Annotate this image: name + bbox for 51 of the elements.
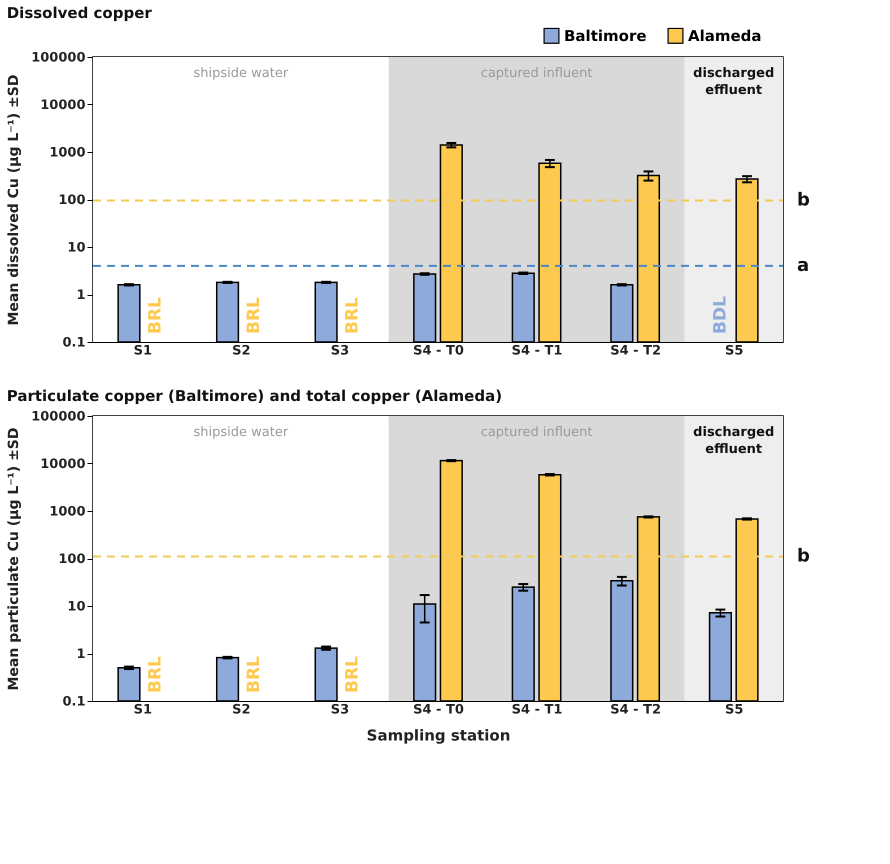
band-label: captured influent [480, 66, 592, 81]
annotation: BRL [146, 296, 166, 334]
y-tick-label: 1 [76, 288, 86, 303]
x-tick-label: S4 - T2 [610, 702, 662, 718]
y-axis-title: Mean dissolved Cu (µg L⁻¹) ±SD [6, 74, 22, 326]
y-tick-label: 100000 [31, 410, 86, 424]
x-tick-label: S5 [725, 344, 744, 358]
annotation: BRL [244, 296, 264, 334]
x-tick-label: S2 [232, 344, 251, 358]
band-label: captured influent [480, 425, 592, 440]
band-label: shipside water [194, 66, 289, 81]
chart-title: Particulate copper (Baltimore) and total copper (Alameda) [6, 387, 502, 405]
x-tick-label: S4 - T1 [512, 702, 562, 718]
y-tick-label: 100 [58, 193, 86, 208]
y-tick-label: 10000 [40, 457, 86, 472]
y-tick-label: 1000 [49, 146, 86, 160]
y-tick-label: 10 [67, 240, 86, 256]
x-tick-label: S1 [134, 702, 152, 718]
annotation: BRL [342, 656, 363, 693]
annotation: BDL [710, 296, 730, 334]
y-tick-label: 1 [76, 647, 86, 662]
y-tick-label: 100 [58, 552, 86, 567]
y-axis-title: Mean particulate Cu (µg L⁻¹) ±SD [6, 427, 22, 691]
annotation: BRL [342, 296, 363, 334]
y-tick-label: 0.1 [62, 694, 86, 710]
x-tick-label: S3 [330, 344, 350, 358]
ref-line-label: a [797, 254, 810, 276]
x-tick-label: S3 [330, 702, 350, 718]
x-tick-label: S1 [134, 344, 152, 358]
y-tick-label: 100000 [31, 50, 86, 66]
y-tick-label: 10 [67, 600, 86, 614]
y-tick-label: 1000 [49, 504, 86, 520]
legend-label: Baltimore [564, 26, 647, 45]
band-label: discharged effluent [693, 425, 774, 457]
legend-label: Alameda [688, 26, 762, 45]
y-tick-label: 0.1 [62, 336, 86, 350]
band-label: discharged effluent [693, 66, 774, 98]
y-tick-label: 10000 [40, 98, 86, 113]
annotation: BRL [244, 656, 264, 693]
x-tick-label: S4 - T0 [413, 344, 464, 358]
x-tick-label: S4 - T1 [512, 344, 562, 358]
ref-line-label: b [797, 190, 810, 211]
ref-line-label: b [797, 546, 810, 567]
x-tick-label: S4 - T0 [413, 702, 464, 718]
band-label: shipside water [194, 425, 289, 440]
x-tick-label: S5 [725, 702, 744, 718]
x-tick-label: S2 [232, 702, 251, 718]
chart-title: Dissolved copper [6, 4, 152, 22]
x-tick-label: S4 - T2 [610, 344, 662, 358]
x-axis-title: Sampling station [366, 726, 510, 744]
annotation: BRL [146, 656, 166, 693]
